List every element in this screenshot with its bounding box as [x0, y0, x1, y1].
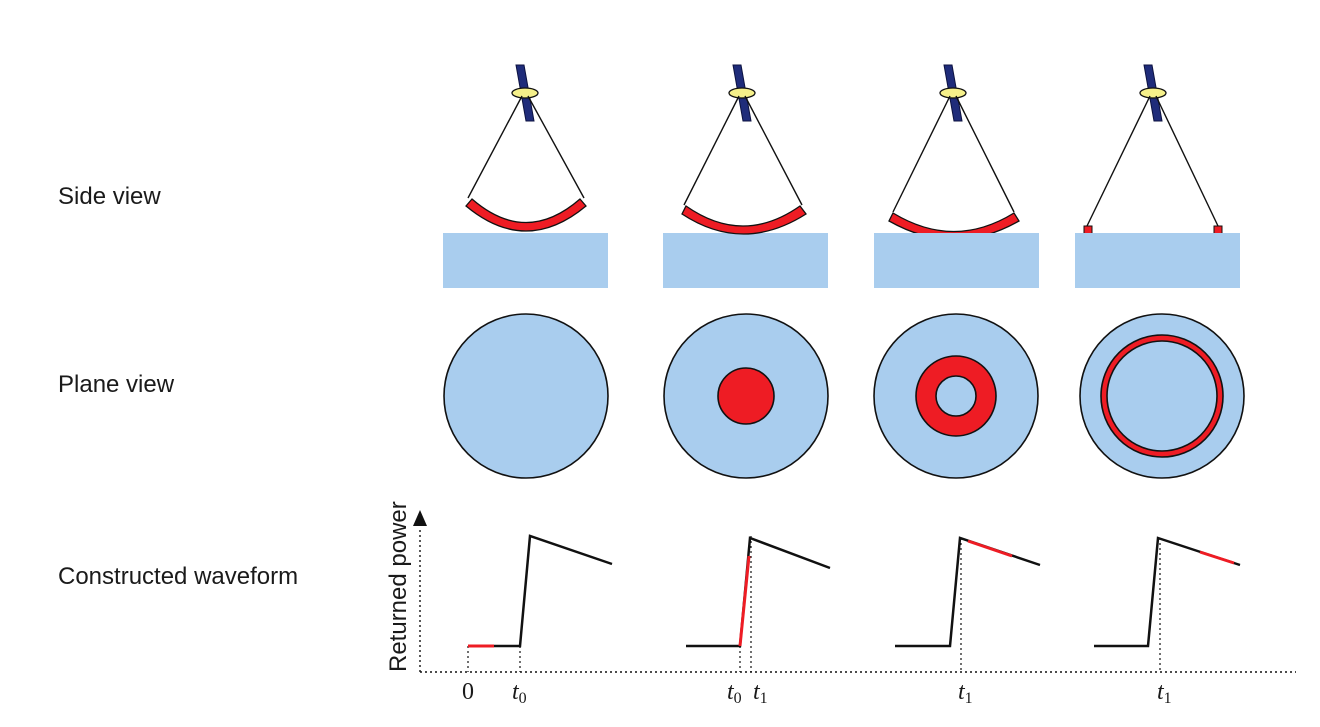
plane-view-panel-3: [873, 313, 1039, 479]
tick-label-t1: t1: [1157, 679, 1172, 707]
pulse-front-right: [1213, 225, 1223, 235]
water-surface: [1075, 233, 1240, 288]
beam-edge-right: [1155, 95, 1219, 227]
satellite-icon: [939, 64, 967, 122]
tick-label-t1: t1: [958, 679, 973, 707]
y-axis-arrow: [413, 510, 427, 526]
waveform-line: [686, 536, 831, 648]
beam-edge-right: [527, 95, 585, 199]
plane-view-panel-1: [443, 313, 609, 479]
water-surface: [874, 233, 1039, 288]
pulse-front: [465, 198, 587, 232]
satellite-icon: [511, 64, 539, 122]
tick-label-t0: t0: [727, 679, 742, 707]
plane-view-panel-4: [1079, 313, 1245, 479]
waveform-panel-2: [686, 536, 831, 672]
waveform-line: [1094, 536, 1241, 648]
waveform-line: [468, 534, 613, 648]
waveform-current-segment: [1199, 550, 1235, 565]
row-label-plane-view: Plane view: [58, 371, 175, 398]
row-label-side-view: Side view: [58, 183, 161, 210]
beam-edge-left: [683, 95, 740, 206]
waveform-current-segment: [738, 555, 751, 647]
side-view-panel-4: [1075, 64, 1240, 288]
annulus-inner: [935, 375, 977, 417]
side-view-panel-2: [663, 64, 828, 288]
waveform-panel-3: [895, 536, 1041, 672]
beam-edge-left: [1086, 95, 1151, 227]
waveform-panel-4: [1094, 536, 1241, 672]
waveform-axes: Returned power: [385, 501, 1296, 673]
beam-edge-right: [955, 95, 1015, 213]
pulse-front: [681, 205, 807, 235]
tick-label-t0: t0: [512, 679, 527, 707]
pulse-front-left: [1083, 225, 1093, 235]
water-surface: [443, 233, 608, 288]
row-label-waveform: Constructed waveform: [58, 563, 299, 590]
beam-edge-left: [892, 95, 951, 213]
water-surface: [663, 233, 828, 288]
y-axis-label: Returned power: [385, 501, 412, 672]
tick-label-zero: 0: [462, 679, 474, 705]
ring-inner: [1106, 340, 1218, 452]
illuminated-disk: [717, 367, 775, 425]
side-view-panel-1: [443, 64, 608, 288]
tick-label-t1: t1: [753, 679, 768, 707]
side-view-panel-3: [874, 64, 1039, 288]
beam-edge-right: [744, 95, 803, 206]
waveform-line: [895, 536, 1041, 648]
satellite-icon: [1139, 64, 1167, 122]
footprint: [443, 313, 609, 479]
waveform-current-segment: [967, 539, 1013, 558]
waveform-panel-1: [467, 534, 613, 672]
plane-view-panel-2: [663, 313, 829, 479]
satellite-icon: [728, 64, 756, 122]
beam-edge-left: [467, 95, 523, 199]
